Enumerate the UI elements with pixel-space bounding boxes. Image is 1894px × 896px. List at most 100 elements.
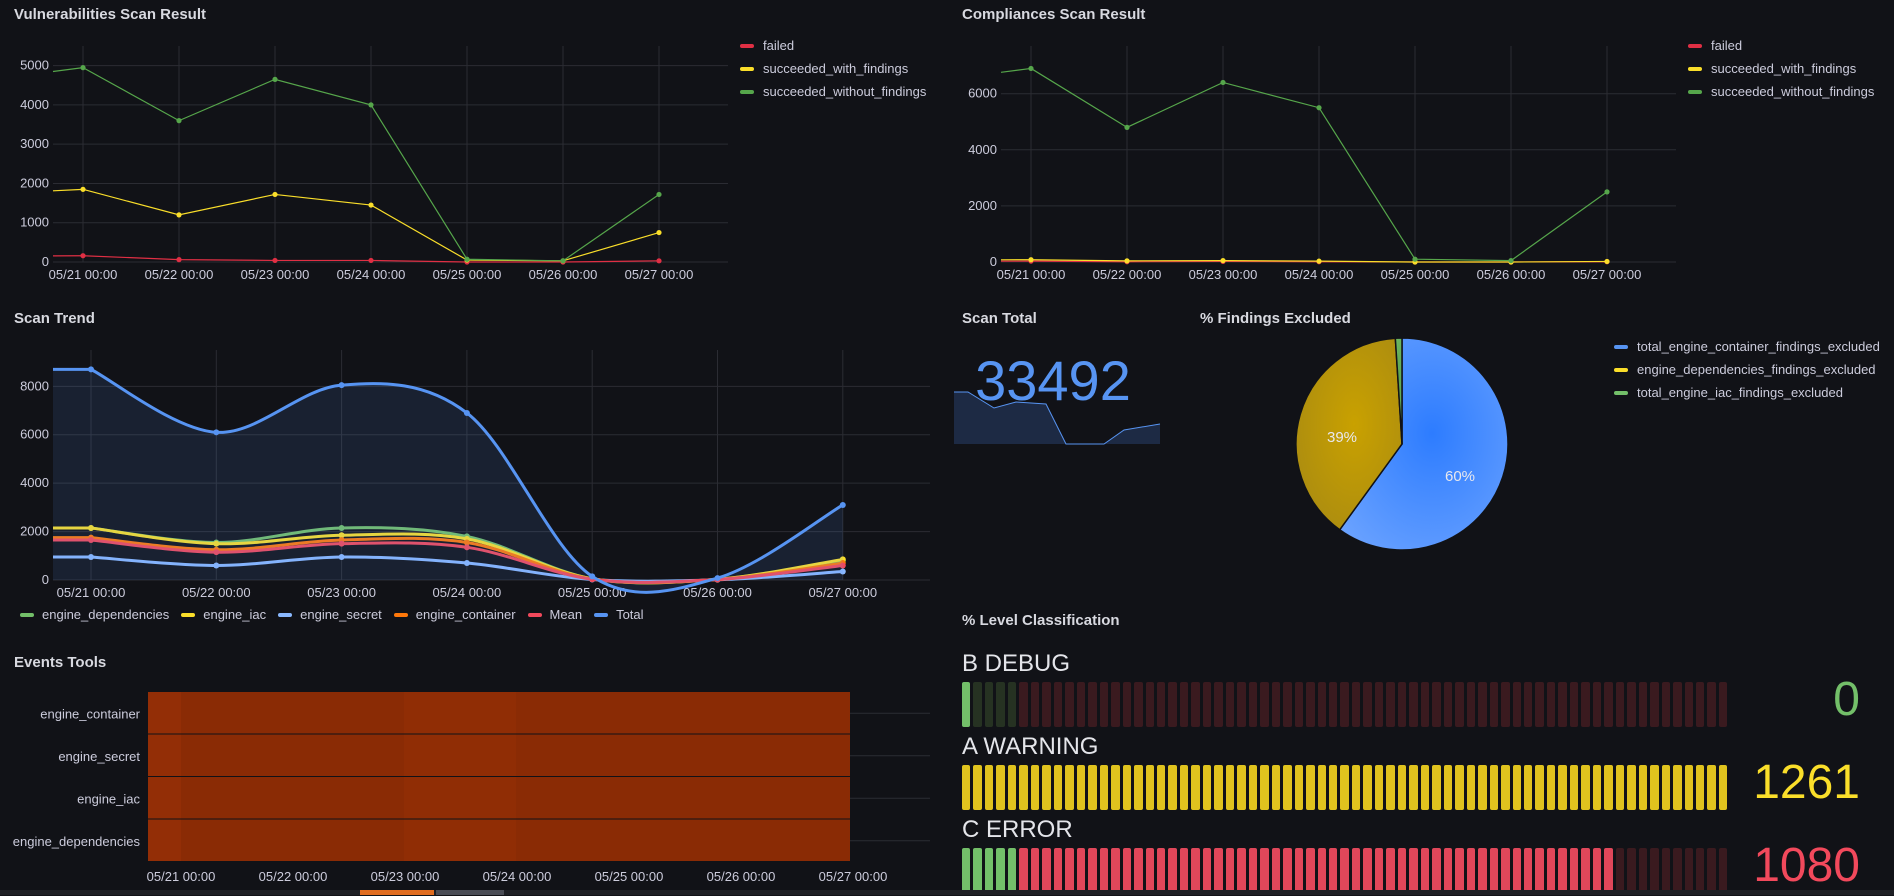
legend-item-failed[interactable]: failed [740,34,926,57]
y-tick-label: 2000 [20,175,49,190]
level-gauge [962,765,1730,810]
gauge-cell [1558,765,1566,810]
gauge-cell [1272,765,1280,810]
gauge-cell [1237,682,1245,727]
level-label: B DEBUG [962,650,1070,678]
y-category-label: engine_iac [77,791,140,806]
pie-slices: 60%39% [1296,338,1508,550]
gauge-cell [1639,848,1647,893]
legend-item-engine-iac[interactable]: engine_iac [181,607,266,622]
gauge-cell [1249,848,1257,893]
scroll-thumb-secondary[interactable] [436,890,504,895]
gauge-cell [1019,848,1027,893]
gauge-cell [1421,848,1429,893]
gauge-cell [1558,682,1566,727]
x-tick-label: 05/21 00:00 [57,585,126,600]
scan-total-value: 33492 [948,348,1158,413]
x-tick-label: 05/25 00:00 [1381,267,1450,282]
x-tick-label: 05/24 00:00 [337,267,406,282]
gauge-cell [973,765,981,810]
gauge-cell [996,848,1004,893]
gauge-cell [962,682,970,727]
gauge-cell [1272,682,1280,727]
gauge-cell [962,765,970,810]
gauge-cell [1581,765,1589,810]
pie-label-container: 60% [1445,468,1475,485]
gauge-cell [985,682,993,727]
gauge-cell [1226,765,1234,810]
gauge-cell [1123,848,1131,893]
gauge-cell [1398,765,1406,810]
gauge-cell [1696,765,1704,810]
legend-item-engine-secret[interactable]: engine_secret [278,607,382,622]
data-point [1604,259,1609,264]
gauge-cell [1203,848,1211,893]
data-point [1412,257,1417,262]
data-point [589,573,595,579]
y-tick-label: 4000 [20,97,49,112]
gauge-cell [1191,682,1199,727]
panel-title[interactable]: % Level Classification [962,612,1120,629]
gauge-cell [1042,848,1050,893]
gauge-cell [1409,765,1417,810]
legend-item-engine-dependencies[interactable]: engine_dependencies [20,607,169,622]
gauge-cell [1329,765,1337,810]
series-line-lead [53,68,83,72]
legend-item-engine-container[interactable]: engine_container [394,607,516,622]
y-tick-label: 4000 [968,142,997,157]
heatmap-cell [148,692,181,734]
gauge-cell [1283,682,1291,727]
gauge-cell [1375,848,1383,893]
gauge-cell [1065,848,1073,893]
gauge-cell [1535,682,1543,727]
gauge-cell [1513,765,1521,810]
legend-item-succeeded-without-findings[interactable]: succeeded_without_findings [740,80,926,103]
gauge-cell [1513,848,1521,893]
gauge-cell [1535,765,1543,810]
gauge-cell [1490,682,1498,727]
gauge-cell [1650,848,1658,893]
legend-item-container-excluded[interactable]: total_engine_container_findings_excluded [1614,335,1880,358]
x-tick-label: 05/25 00:00 [595,869,664,884]
legend-item-failed[interactable]: failed [1688,34,1874,57]
legend-item-mean[interactable]: Mean [528,607,583,622]
scroll-thumb[interactable] [360,890,434,895]
level-value: 1261 [1753,755,1860,810]
x-tick-label: 05/26 00:00 [707,869,776,884]
scan-total-panel: Scan Total 33492 [948,304,1168,454]
legend-item-succeeded-with-findings[interactable]: succeeded_with_findings [740,57,926,80]
x-tick-label: 05/23 00:00 [241,267,310,282]
gauge-cell [962,848,970,893]
gauge-cell [1214,848,1222,893]
legend-item-succeeded-without-findings[interactable]: succeeded_without_findings [1688,80,1874,103]
gauge-cell [1168,765,1176,810]
legend-item-dependencies-excluded[interactable]: engine_dependencies_findings_excluded [1614,358,1880,381]
x-tick-label: 05/22 00:00 [182,585,251,600]
gauge-cell [1146,765,1154,810]
gauge-cell [1524,848,1532,893]
legend-item-succeeded-with-findings[interactable]: succeeded_with_findings [1688,57,1874,80]
gauge-cell [1616,765,1624,810]
x-tick-label: 05/22 00:00 [1093,267,1162,282]
levels-panel: % Level Classification [948,608,1894,628]
legend-item-iac-excluded[interactable]: total_engine_iac_findings_excluded [1614,381,1880,404]
bottom-scrollbar[interactable] [0,890,1894,895]
y-tick-label: 2000 [968,198,997,213]
gauge-cell [1478,682,1486,727]
heatmap-cell [404,735,516,777]
heatmap: engine_containerengine_secretengine_iace… [13,692,930,884]
gauge-cell [1260,765,1268,810]
gauge-cell [1593,765,1601,810]
gauge-cell [1627,765,1635,810]
data-point [656,192,661,197]
legend-item-total[interactable]: Total [594,607,643,622]
x-tick-label: 05/27 00:00 [819,869,888,884]
x-tick-label: 05/21 00:00 [997,267,1066,282]
gauge-cell [1673,682,1681,727]
gauge-cell [1432,765,1440,810]
x-tick-label: 05/26 00:00 [529,267,598,282]
level-label: A WARNING [962,733,1098,761]
